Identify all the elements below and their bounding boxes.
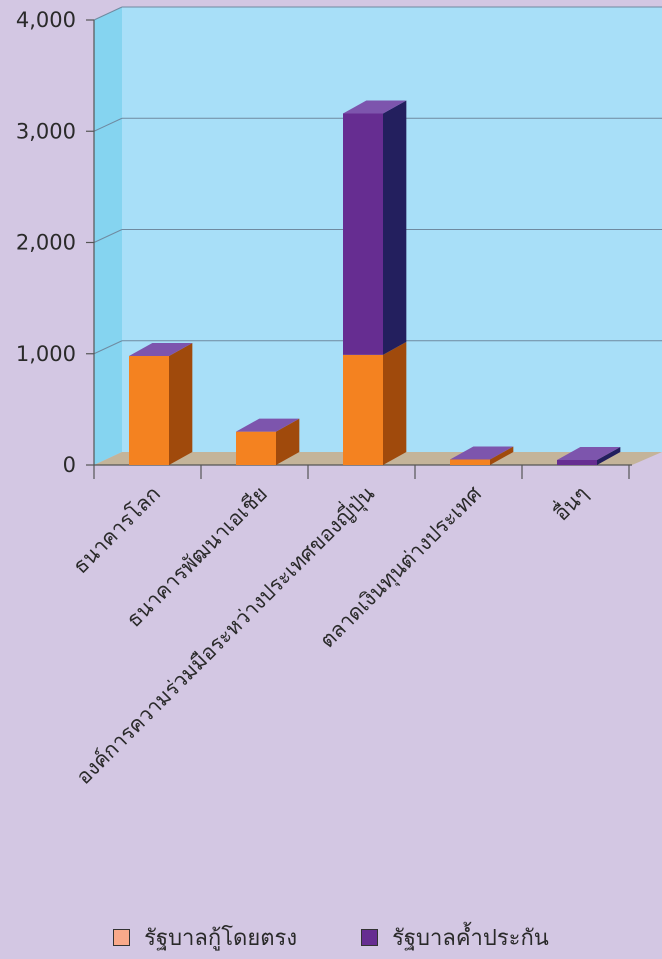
legend-item-guarantee[interactable]: รัฐบาลค้ำประกัน	[361, 920, 549, 955]
legend-item-direct-loan[interactable]: รัฐบาลกู้โดยตรง	[113, 920, 297, 955]
bars	[129, 100, 621, 465]
bar-front	[129, 355, 169, 465]
legend-swatch-direct-loan	[113, 928, 131, 946]
axes: 0 1,000 2,000 3,000 4,000	[16, 6, 662, 479]
y-tick-label: 1,000	[16, 342, 76, 366]
bar-side	[276, 418, 300, 465]
category-labels: ธนาคารโลกธนาคารพัฒนาเอเชียองค์การความร่ว…	[68, 479, 593, 789]
y-tick-label: 4,000	[16, 8, 76, 32]
legend-swatch-guarantee	[361, 928, 379, 946]
bar-front	[343, 354, 383, 465]
y-tick-label: 3,000	[16, 119, 76, 143]
bar-front	[236, 431, 276, 465]
gridline-side	[93, 117, 123, 132]
bar-front	[450, 459, 490, 465]
bar-side	[383, 341, 407, 465]
legend-label-direct-loan: รัฐบาลกู้โดยตรง	[144, 925, 298, 951]
bar-top	[343, 100, 407, 114]
category-label: ธนาคารโลก	[68, 482, 165, 579]
legend: รัฐบาลกู้โดยตรง รัฐบาลค้ำประกัน	[0, 922, 662, 952]
bar-top	[129, 342, 193, 356]
bar-front	[343, 113, 383, 355]
bar-side	[383, 100, 407, 355]
bar-top	[557, 446, 621, 460]
gridline-side	[93, 340, 123, 355]
gridline-side	[93, 6, 123, 21]
bar-top	[450, 446, 514, 460]
gridline-side	[93, 229, 123, 243]
category-label: อื่นๆ	[547, 479, 593, 525]
bar-top	[236, 418, 300, 432]
bar-side	[597, 446, 621, 465]
bar-side	[169, 342, 193, 465]
y-tick-label: 2,000	[16, 231, 76, 255]
bar-front	[557, 459, 597, 465]
bar-side	[490, 446, 514, 465]
y-tick-label: 0	[63, 453, 76, 477]
legend-label-guarantee: รัฐบาลค้ำประกัน	[392, 925, 549, 951]
